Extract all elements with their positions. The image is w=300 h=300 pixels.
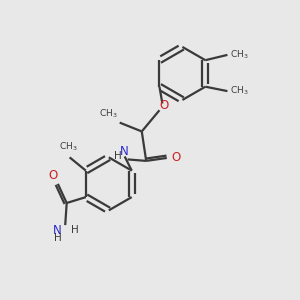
Text: N: N [120,145,129,158]
Text: O: O [48,169,57,182]
Text: CH$_3$: CH$_3$ [59,140,77,153]
Text: CH$_3$: CH$_3$ [230,49,248,61]
Text: H: H [70,225,78,236]
Text: O: O [171,152,181,164]
Text: O: O [160,99,169,112]
Text: N: N [53,224,62,237]
Text: CH$_3$: CH$_3$ [230,85,248,98]
Text: H: H [114,152,122,161]
Text: CH$_3$: CH$_3$ [99,108,117,120]
Text: H: H [54,233,62,243]
